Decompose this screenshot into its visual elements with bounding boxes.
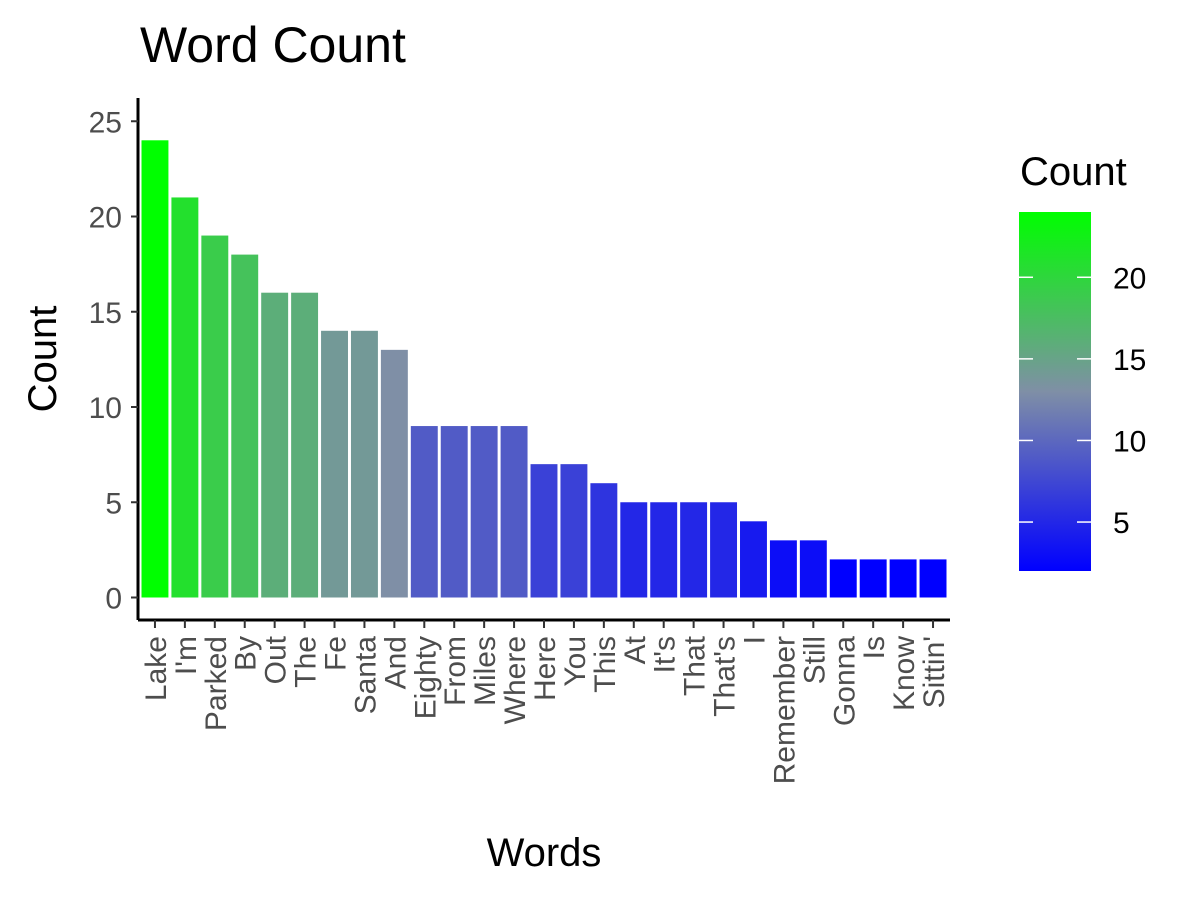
- bar-still: [799, 540, 827, 598]
- bar-from: [440, 426, 468, 598]
- plot-area: [141, 140, 947, 598]
- x-tick-label: I'm: [170, 636, 203, 675]
- bar-at: [620, 502, 648, 598]
- bar-and: [380, 349, 408, 598]
- x-tick-label: Here: [529, 636, 562, 701]
- x-tick-label: It's: [649, 636, 682, 673]
- legend-tick-label: 10: [1113, 425, 1146, 458]
- bar-the: [291, 292, 319, 598]
- bar-is: [859, 559, 887, 598]
- x-tick-label: Lake: [140, 636, 173, 701]
- bar-lake: [141, 140, 169, 598]
- y-axis-ticks: 0 5 10 15 20 25: [89, 106, 138, 616]
- bar-fe: [321, 330, 348, 598]
- x-tick-label: Santa: [349, 636, 382, 715]
- bar-here: [530, 464, 558, 598]
- x-tick-label: Gonna: [828, 636, 861, 726]
- bar-its: [650, 502, 678, 598]
- x-tick-label: Miles: [469, 636, 502, 706]
- x-tick-label: Know: [888, 636, 921, 711]
- color-legend: Count 5 10 15 20: [1019, 150, 1146, 571]
- bar-thats: [710, 502, 738, 598]
- y-tick-label: 0: [105, 583, 122, 616]
- x-tick-label: Eighty: [409, 636, 442, 719]
- bar-out: [261, 292, 289, 598]
- legend-tick-label: 15: [1113, 344, 1146, 377]
- bar-santa: [350, 330, 378, 598]
- y-tick-label: 15: [89, 297, 122, 330]
- bar-eighty: [410, 426, 438, 598]
- bar-miles: [470, 426, 498, 598]
- legend-colorbar: [1019, 212, 1091, 571]
- x-tick-label: Parked: [200, 636, 233, 731]
- x-tick-label: That's: [709, 636, 742, 717]
- y-tick-label: 25: [89, 106, 122, 139]
- bar-know: [889, 559, 917, 598]
- bar-remember: [769, 540, 797, 598]
- x-tick-label: Remember: [768, 636, 801, 784]
- legend-ticks: 5 10 15 20: [1019, 262, 1146, 540]
- legend-tick-label: 20: [1113, 262, 1146, 295]
- bar-im: [171, 197, 199, 598]
- legend-tick-label: 5: [1113, 507, 1130, 540]
- bar-parked: [201, 235, 229, 598]
- x-tick-label: From: [439, 636, 472, 706]
- x-tick-label: Still: [798, 636, 831, 684]
- y-tick-label: 10: [89, 392, 122, 425]
- bar-where: [500, 426, 528, 598]
- y-axis-title: Count: [21, 306, 65, 413]
- x-tick-label: This: [589, 636, 622, 693]
- x-tick-label: The: [290, 636, 323, 688]
- x-tick-label: You: [559, 636, 592, 687]
- bar-gonna: [829, 559, 857, 598]
- x-tick-label: I: [738, 636, 771, 644]
- x-tick-label: That: [679, 635, 712, 696]
- x-tick-label: Where: [499, 636, 532, 724]
- legend-title: Count: [1020, 150, 1127, 194]
- x-tick-label: Out: [260, 635, 293, 684]
- bar-by: [231, 254, 259, 598]
- x-axis-ticks: LakeI'mParkedByOutTheFeSantaAndEightyFro…: [140, 620, 951, 784]
- y-tick-label: 20: [89, 202, 122, 235]
- x-axis-title: Words: [487, 831, 602, 875]
- x-tick-label: Is: [858, 636, 891, 659]
- y-tick-label: 5: [105, 487, 122, 520]
- bar-that: [680, 502, 708, 598]
- x-tick-label: At: [619, 635, 652, 664]
- bar-this: [590, 483, 618, 598]
- x-tick-label: By: [230, 636, 263, 671]
- bar-you: [560, 464, 588, 598]
- chart-title: Word Count: [140, 17, 406, 73]
- bar-sittin: [919, 559, 947, 598]
- bar-i: [740, 521, 767, 598]
- x-tick-label: Sittin': [918, 636, 951, 708]
- x-tick-label: And: [379, 636, 412, 689]
- x-tick-label: Fe: [320, 636, 353, 671]
